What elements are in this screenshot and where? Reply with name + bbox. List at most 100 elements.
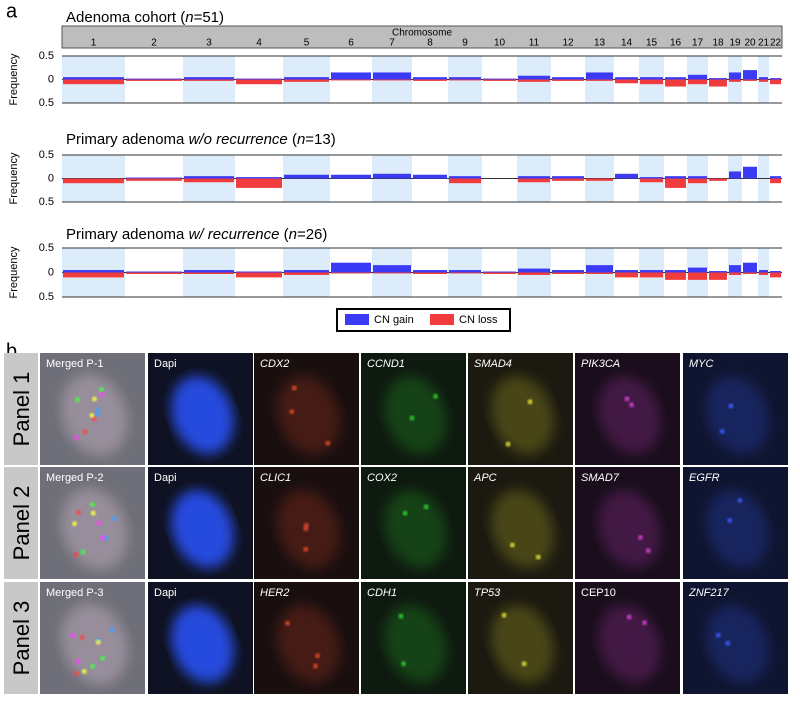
cn-bar bbox=[586, 72, 613, 80]
cn-bar bbox=[743, 166, 757, 179]
fish-spot bbox=[90, 510, 96, 516]
row-label: Panel 2 bbox=[9, 486, 34, 561]
fish-spot bbox=[75, 659, 81, 664]
fish-spot bbox=[401, 661, 407, 667]
nucleus bbox=[61, 374, 128, 456]
cn-bar bbox=[126, 272, 182, 274]
chromosome-label: 11 bbox=[529, 38, 540, 49]
cn-bar bbox=[640, 272, 663, 278]
cn-bar bbox=[615, 77, 638, 80]
cn-bar bbox=[331, 272, 371, 274]
chromosome-label: 6 bbox=[348, 38, 354, 49]
chromosome-label: 9 bbox=[462, 38, 468, 49]
cn-bar bbox=[373, 72, 411, 80]
image-label: SMAD7 bbox=[581, 472, 620, 484]
chromosome-label: 15 bbox=[646, 38, 658, 49]
fish-spot bbox=[90, 663, 95, 669]
image-label: ZNF217 bbox=[688, 587, 730, 599]
cn-bar bbox=[449, 77, 481, 80]
cn-bar bbox=[126, 178, 182, 181]
title-part: Primary adenoma bbox=[66, 131, 189, 148]
title-part: Adenoma cohort ( bbox=[66, 9, 185, 26]
nucleus bbox=[277, 376, 340, 454]
cn-bar bbox=[640, 77, 663, 80]
fish-spot bbox=[423, 504, 429, 510]
nucleus bbox=[171, 376, 234, 454]
cn-bar bbox=[552, 77, 584, 80]
fish-spot bbox=[626, 614, 632, 620]
cn-bar bbox=[236, 79, 282, 85]
fish-spot bbox=[303, 522, 309, 528]
chromosome-label: 2 bbox=[151, 38, 157, 49]
legend-label: CN loss bbox=[459, 314, 498, 326]
chromosome-label: 21 bbox=[758, 38, 770, 49]
cn-bar bbox=[586, 272, 613, 274]
cn-bar bbox=[518, 272, 550, 275]
cn-bar bbox=[640, 79, 663, 85]
cn-bar bbox=[665, 176, 686, 179]
y-tick-label: 0 bbox=[48, 73, 54, 85]
cn-bar bbox=[373, 173, 411, 179]
title-part: ( bbox=[279, 226, 288, 243]
chart-title: Primary adenoma w/ recurrence (n=26) bbox=[66, 226, 327, 243]
cn-bar bbox=[236, 271, 282, 273]
fish-spot bbox=[96, 520, 102, 526]
fish-spot bbox=[624, 396, 630, 402]
nucleus bbox=[706, 376, 769, 454]
nucleus bbox=[171, 490, 234, 568]
cn-bar bbox=[236, 272, 282, 278]
nucleus bbox=[491, 376, 554, 454]
cn-bar bbox=[770, 272, 781, 278]
y-tick-label: 0.5 bbox=[39, 50, 54, 62]
cn-bar bbox=[483, 272, 516, 274]
fish-spot bbox=[313, 663, 318, 669]
chromosome-label: 14 bbox=[621, 38, 633, 49]
image-label: EGFR bbox=[689, 472, 720, 484]
cn-bar bbox=[184, 176, 234, 179]
y-tick-label: 0.5 bbox=[39, 149, 54, 161]
cn-bar bbox=[709, 79, 727, 87]
cn-bar bbox=[449, 176, 481, 179]
y-axis-label: Frequency bbox=[8, 246, 20, 298]
cn-bar bbox=[743, 262, 757, 273]
chromosome-label: 17 bbox=[692, 38, 704, 49]
fish-spot bbox=[95, 639, 101, 645]
cn-bar bbox=[688, 79, 707, 85]
fish-spot bbox=[629, 402, 634, 408]
image-label: CCND1 bbox=[367, 358, 405, 370]
image-label: Merged P-3 bbox=[46, 587, 103, 599]
nucleus bbox=[706, 605, 769, 683]
cn-bar bbox=[284, 77, 329, 80]
legend: CN gain CN loss bbox=[336, 308, 511, 332]
y-axis-label: Frequency bbox=[8, 53, 20, 105]
fish-spot bbox=[285, 620, 290, 626]
y-tick-label: 0.5 bbox=[39, 242, 54, 254]
cn-bar bbox=[586, 79, 613, 81]
fish-spot bbox=[637, 535, 643, 540]
nucleus bbox=[491, 605, 554, 683]
fish-spot bbox=[433, 393, 438, 399]
cn-bar bbox=[729, 171, 741, 179]
fish-spot bbox=[89, 502, 95, 507]
legend-swatch bbox=[345, 314, 369, 325]
cn-bar bbox=[759, 79, 768, 82]
fish-spot bbox=[94, 411, 100, 417]
cn-bar bbox=[63, 79, 124, 85]
fish-spot bbox=[727, 518, 733, 523]
cn-bar bbox=[709, 178, 727, 181]
row-label-bg bbox=[4, 467, 38, 579]
cn-bar bbox=[729, 72, 741, 80]
cn-bar bbox=[640, 177, 663, 179]
cn-bar bbox=[126, 177, 182, 179]
nucleus bbox=[277, 490, 340, 568]
title-part: =51) bbox=[194, 9, 224, 26]
fish-spot bbox=[81, 668, 87, 674]
cn-bar bbox=[770, 271, 781, 273]
cn-bar bbox=[331, 72, 371, 80]
cn-bar bbox=[413, 174, 447, 179]
fish-spot bbox=[100, 655, 106, 661]
nucleus bbox=[171, 605, 234, 683]
title-part: n bbox=[185, 9, 193, 26]
cn-bar bbox=[483, 78, 516, 80]
cn-bar bbox=[665, 270, 686, 273]
